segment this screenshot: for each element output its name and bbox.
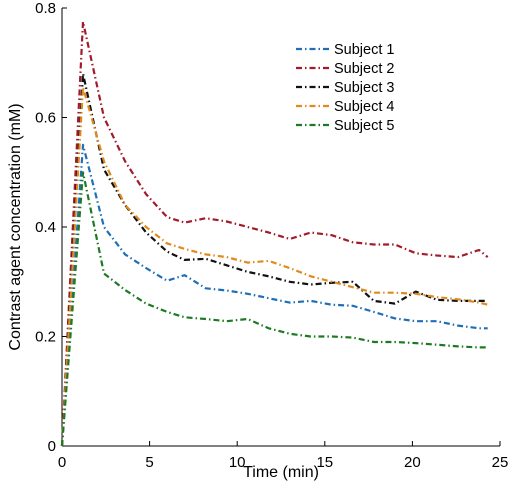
x-axis: 0 5 10 15 20 25 xyxy=(58,441,509,471)
x-tick-label: 25 xyxy=(492,454,509,471)
x-tick-label: 20 xyxy=(404,454,421,471)
y-axis: 0 0.2 0.4 0.6 0.8 xyxy=(35,0,67,455)
series-line-subject-5 xyxy=(60,171,488,447)
x-axis-title: Time (min) xyxy=(243,464,319,481)
legend-label-subject-2: Subject 2 xyxy=(334,61,394,77)
y-axis-title: Contrast agent concentration (mM) xyxy=(7,103,24,350)
series-line-subject-1 xyxy=(60,143,488,447)
x-tick-label: 0 xyxy=(58,454,66,471)
legend-label-subject-3: Subject 3 xyxy=(334,80,394,96)
legend-label-subject-5: Subject 5 xyxy=(334,118,394,134)
y-tick-label: 0.8 xyxy=(35,0,56,17)
y-tick-label: 0.2 xyxy=(35,329,56,346)
series-line-subject-4 xyxy=(60,86,488,447)
legend-label-subject-1: Subject 1 xyxy=(334,42,394,58)
legend-label-subject-4: Subject 4 xyxy=(334,99,394,115)
series-line-subject-3 xyxy=(60,72,488,447)
x-tick-label: 5 xyxy=(145,454,153,471)
legend: Subject 1 Subject 2 Subject 3 Subject 4 Subj… xyxy=(296,42,394,134)
series-lines xyxy=(60,20,489,447)
y-tick-label: 0.6 xyxy=(35,110,56,127)
y-tick-label: 0 xyxy=(48,438,56,455)
y-tick-label: 0.4 xyxy=(35,219,56,236)
plot-area xyxy=(61,8,500,447)
x-tick-label: 10 xyxy=(229,454,246,471)
series-line-subject-2 xyxy=(60,20,489,447)
x-tick-label: 15 xyxy=(316,454,333,471)
